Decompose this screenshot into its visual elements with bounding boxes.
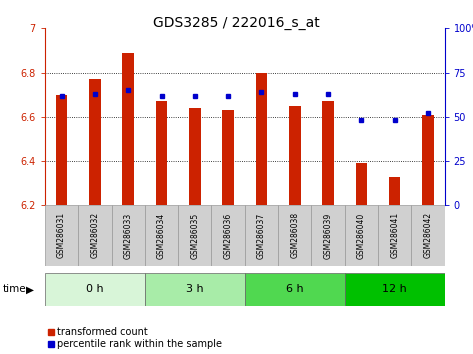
Text: GSM286035: GSM286035 xyxy=(190,212,199,258)
Text: GSM286039: GSM286039 xyxy=(324,212,333,258)
Bar xyxy=(112,205,145,266)
Text: GSM286038: GSM286038 xyxy=(290,212,299,258)
Bar xyxy=(123,53,134,205)
Bar xyxy=(89,79,101,205)
Bar xyxy=(389,177,401,205)
Bar xyxy=(211,205,245,266)
Bar xyxy=(56,95,68,205)
Text: GSM286032: GSM286032 xyxy=(90,212,99,258)
Text: GSM286037: GSM286037 xyxy=(257,212,266,258)
Text: GSM286033: GSM286033 xyxy=(124,212,133,258)
Bar xyxy=(145,273,245,306)
Bar xyxy=(145,205,178,266)
Text: GSM286040: GSM286040 xyxy=(357,212,366,258)
Bar xyxy=(45,273,145,306)
Bar xyxy=(245,273,345,306)
Bar xyxy=(345,273,445,306)
Bar xyxy=(222,110,234,205)
Text: GDS3285 / 222016_s_at: GDS3285 / 222016_s_at xyxy=(153,16,320,30)
Bar xyxy=(178,205,211,266)
Bar xyxy=(289,106,300,205)
Text: 3 h: 3 h xyxy=(186,284,204,295)
Legend: transformed count, percentile rank within the sample: transformed count, percentile rank withi… xyxy=(47,327,222,349)
Text: time: time xyxy=(2,284,26,295)
Bar xyxy=(412,205,445,266)
Bar xyxy=(345,205,378,266)
Text: 6 h: 6 h xyxy=(286,284,304,295)
Text: GSM286031: GSM286031 xyxy=(57,212,66,258)
Bar xyxy=(311,205,345,266)
Text: GSM286034: GSM286034 xyxy=(157,212,166,258)
Bar xyxy=(45,205,78,266)
Bar xyxy=(322,101,334,205)
Bar xyxy=(255,73,267,205)
Bar xyxy=(189,108,201,205)
Bar xyxy=(78,205,112,266)
Text: ▶: ▶ xyxy=(26,284,34,295)
Text: GSM286036: GSM286036 xyxy=(224,212,233,258)
Bar xyxy=(278,205,311,266)
Bar xyxy=(245,205,278,266)
Text: 0 h: 0 h xyxy=(86,284,104,295)
Text: GSM286041: GSM286041 xyxy=(390,212,399,258)
Bar xyxy=(378,205,412,266)
Text: 12 h: 12 h xyxy=(382,284,407,295)
Bar xyxy=(422,115,434,205)
Bar xyxy=(156,101,167,205)
Bar xyxy=(356,163,367,205)
Text: GSM286042: GSM286042 xyxy=(423,212,432,258)
